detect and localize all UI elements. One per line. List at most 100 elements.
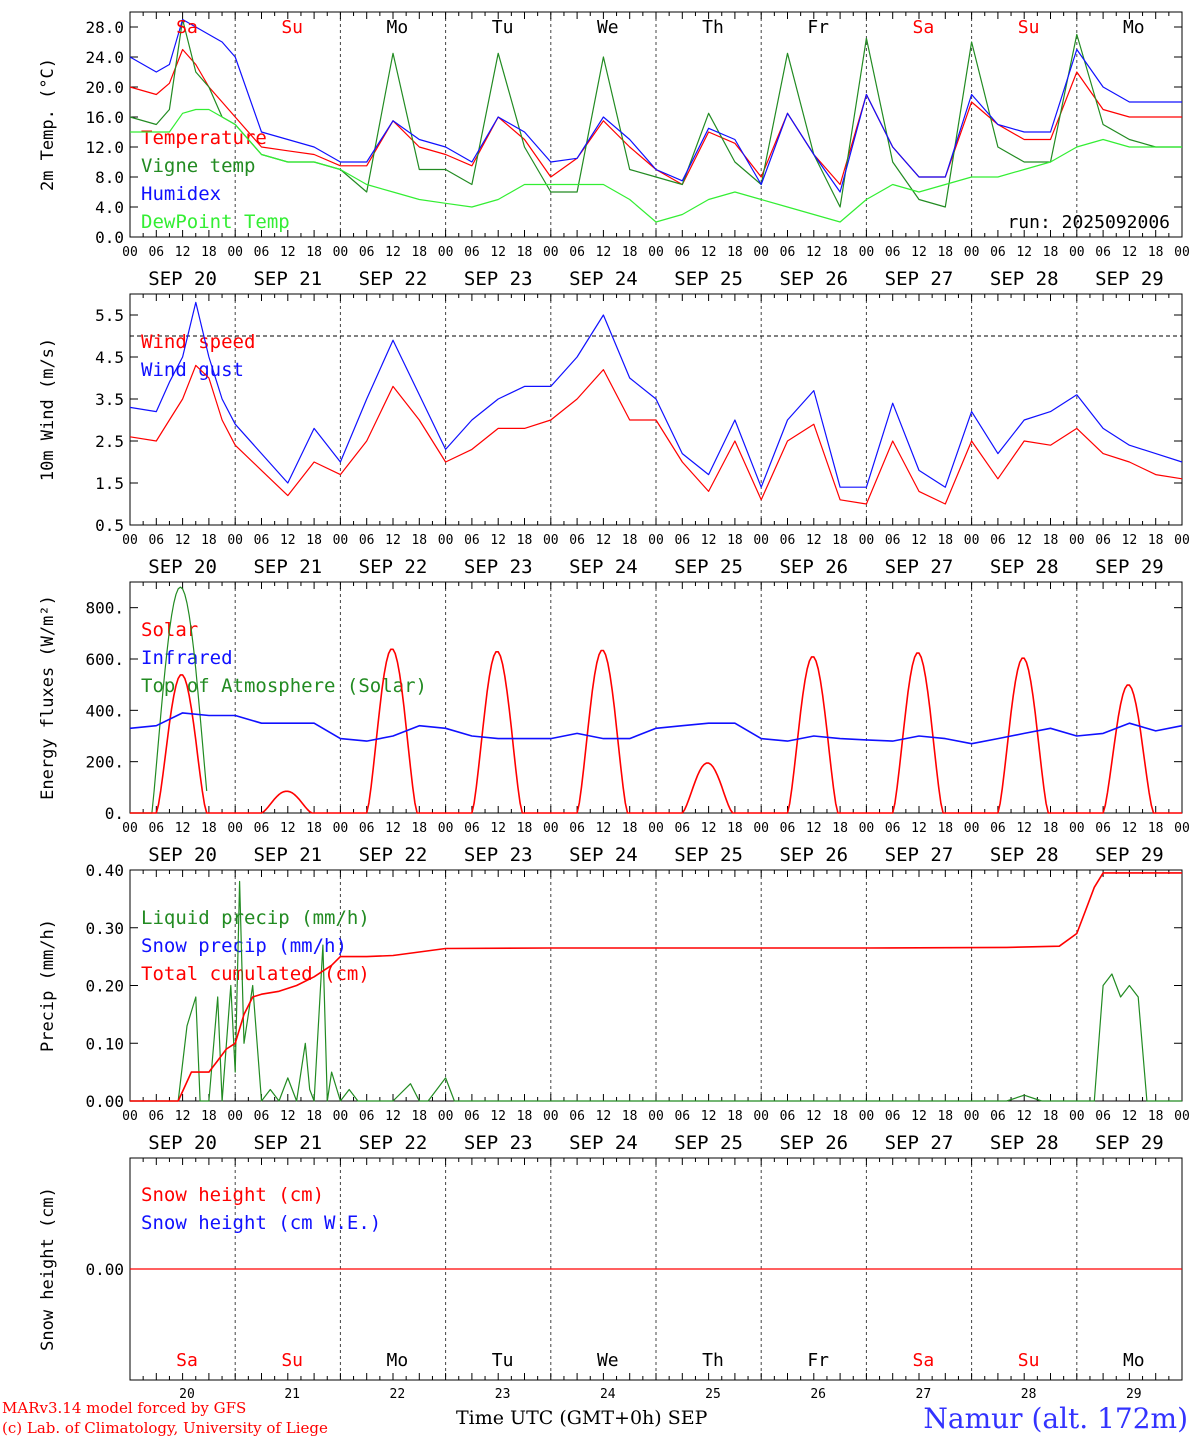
energy-date-label: SEP 22 [359, 844, 428, 866]
precip-x-tick-label: 18 [1148, 1109, 1164, 1124]
temp-date-label: SEP 22 [359, 268, 428, 290]
precip-x-tick-label: 12 [490, 1109, 506, 1124]
energy-x-tick-label: 12 [175, 821, 191, 836]
energy-date-label: SEP 20 [148, 844, 217, 866]
energy-date-label: SEP 29 [1095, 844, 1164, 866]
day-number-label: 20 [179, 1387, 195, 1402]
wind-x-tick-label: 06 [1095, 533, 1111, 548]
energy-x-tick-label: 18 [517, 821, 533, 836]
energy-x-tick-label: 06 [780, 821, 796, 836]
wind-series-wind-gust [129, 301, 1183, 488]
wind-x-tick-label: 06 [885, 533, 901, 548]
energy-y-tick-label: 0. [105, 804, 124, 823]
temp-x-tick-label: 00 [1069, 245, 1085, 260]
weekday-label-top: Th [702, 17, 724, 38]
wind-x-tick-label: 12 [385, 533, 401, 548]
wind-y-tick-label: 5.5 [95, 306, 124, 325]
energy-date-label: SEP 27 [885, 844, 954, 866]
precip-x-tick-label: 12 [280, 1109, 296, 1124]
wind-y-tick-label: 4.5 [95, 348, 124, 367]
energy-x-tick-label: 00 [648, 821, 664, 836]
precip-x-tick-label: 18 [517, 1109, 533, 1124]
wind-x-tick-label: 00 [964, 533, 980, 548]
energy-x-tick-label: 00 [333, 821, 349, 836]
weekday-label-bottom: Fr [807, 1350, 829, 1371]
precip-x-tick-label: 06 [148, 1109, 164, 1124]
precip-date-label: SEP 21 [253, 1132, 322, 1154]
energy-x-tick-label: 18 [1148, 821, 1164, 836]
day-number-label: 24 [600, 1387, 616, 1402]
wind-x-tick-label: 18 [411, 533, 427, 548]
wind-y-tick-label: 0.5 [95, 516, 124, 535]
wind-x-tick-label: 18 [306, 533, 322, 548]
temp-x-tick-label: 18 [622, 245, 638, 260]
energy-x-tick-label: 12 [596, 821, 612, 836]
wind-date-label: SEP 24 [569, 556, 638, 578]
energy-legend-entry: Infrared [141, 647, 233, 669]
precip-y-tick-label: 0.20 [85, 977, 124, 996]
energy-x-tick-label: 12 [1016, 821, 1032, 836]
energy-x-tick-label: 00 [1069, 821, 1085, 836]
wind-x-tick-label: 12 [1016, 533, 1032, 548]
precip-y-tick-label: 0.30 [85, 919, 124, 938]
precip-x-tick-label: 18 [1043, 1109, 1059, 1124]
energy-legend-entry: Top of Atmosphere (Solar) [141, 675, 427, 697]
temp-x-tick-label: 06 [674, 245, 690, 260]
temp-y-tick-label: 24.0 [85, 48, 124, 67]
wind-x-tick-label: 06 [359, 533, 375, 548]
temp-y-tick-label: 0.0 [95, 228, 124, 247]
wind-y-tick-label: 3.5 [95, 390, 124, 409]
temp-x-tick-label: 00 [859, 245, 875, 260]
temp-run-annotation: run: 2025092006 [1007, 212, 1170, 233]
temp-x-tick-label: 12 [806, 245, 822, 260]
credit-line-1: MARv3.14 model forced by GFS [2, 1399, 247, 1417]
precip-x-tick-label: 00 [753, 1109, 769, 1124]
precip-x-tick-label: 12 [596, 1109, 612, 1124]
temp-x-tick-label: 18 [517, 245, 533, 260]
energy-x-tick-label: 06 [254, 821, 270, 836]
temp-x-tick-label: 06 [885, 245, 901, 260]
wind-x-tick-label: 12 [701, 533, 717, 548]
time-axis-label: Time UTC (GMT+0h) SEP [456, 1407, 708, 1429]
wind-y-tick-label: 1.5 [95, 474, 124, 493]
temp-x-tick-label: 06 [359, 245, 375, 260]
temp-x-tick-label: 18 [411, 245, 427, 260]
temp-x-tick-label: 06 [464, 245, 480, 260]
temp-x-tick-label: 12 [596, 245, 612, 260]
precip-legend-entry: Snow precip (mm/h) [141, 935, 347, 957]
weekday-label-bottom: Su [1018, 1350, 1040, 1371]
precip-x-tick-label: 00 [1174, 1109, 1190, 1124]
day-number-label: 22 [390, 1387, 406, 1402]
weekday-label-top: We [597, 17, 619, 38]
weekday-label-bottom: Sa [913, 1350, 935, 1371]
wind-x-tick-label: 00 [859, 533, 875, 548]
weekday-label-top: Tu [492, 17, 514, 38]
day-number-label: 23 [495, 1387, 511, 1402]
temp-date-label: SEP 26 [779, 268, 848, 290]
day-number-label: 27 [916, 1387, 932, 1402]
precip-y-tick-label: 0.10 [85, 1034, 124, 1053]
snow-y-tick-label: 0.00 [85, 1260, 124, 1279]
temp-x-tick-label: 18 [937, 245, 953, 260]
wind-y-tick-label: 2.5 [95, 432, 124, 451]
temp-x-tick-label: 06 [780, 245, 796, 260]
precip-date-label: SEP 27 [885, 1132, 954, 1154]
temp-y-tick-label: 4.0 [95, 198, 124, 217]
temp-x-tick-label: 00 [227, 245, 243, 260]
energy-x-tick-label: 12 [385, 821, 401, 836]
temp-x-tick-label: 18 [727, 245, 743, 260]
precip-x-tick-label: 00 [333, 1109, 349, 1124]
temp-date-label: SEP 27 [885, 268, 954, 290]
weekday-label-top: Fr [807, 17, 829, 38]
weekday-label-bottom: Th [702, 1350, 724, 1371]
wind-x-tick-label: 00 [648, 533, 664, 548]
wind-date-label: SEP 28 [990, 556, 1059, 578]
temp-legend-entry: Humidex [141, 183, 221, 205]
wind-date-label: SEP 22 [359, 556, 428, 578]
temp-y-axis-label: 2m Temp. (°C) [38, 58, 58, 191]
energy-x-tick-label: 18 [622, 821, 638, 836]
wind-x-tick-label: 12 [806, 533, 822, 548]
temp-series-vigne-temp [129, 18, 1182, 208]
energy-x-tick-label: 12 [490, 821, 506, 836]
temp-legend-entry: Vigne temp [141, 155, 255, 177]
